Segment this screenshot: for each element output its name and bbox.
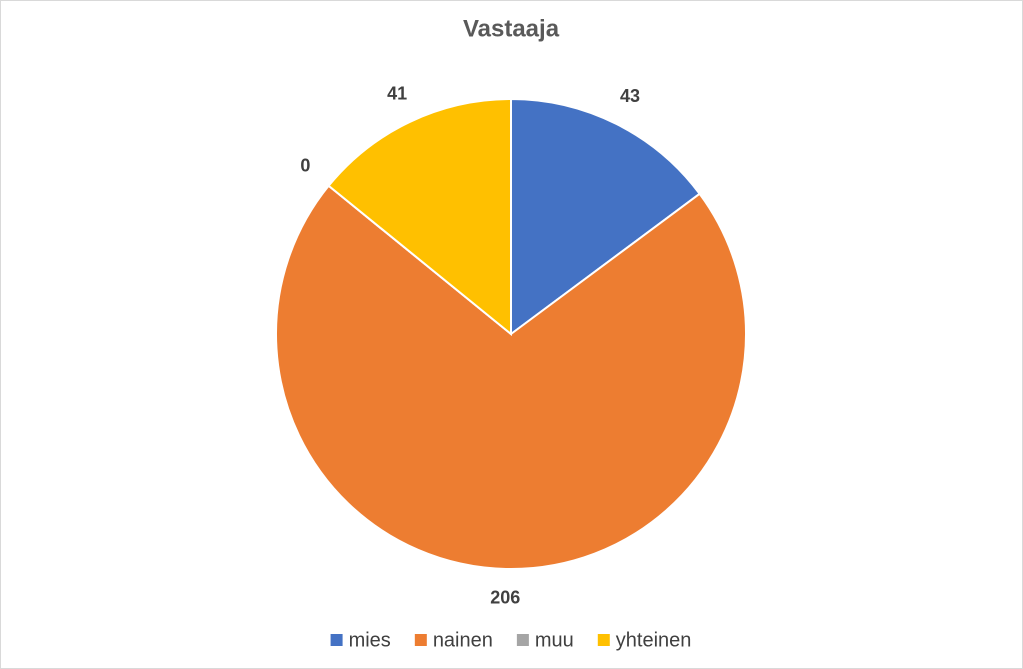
legend-label: muu [535, 629, 574, 651]
data-label: 43 [620, 86, 640, 106]
legend-label: nainen [433, 629, 493, 651]
legend-label: mies [349, 629, 391, 651]
legend-swatch [330, 634, 343, 646]
chart-title: Vastaaja [463, 15, 560, 42]
data-label: 206 [490, 588, 520, 608]
pie-slice [275, 184, 747, 570]
pie-slice [327, 97, 512, 337]
pie-slice [510, 97, 702, 336]
legend-swatch [414, 634, 427, 646]
data-label: 41 [387, 83, 407, 103]
legend-swatch [597, 634, 610, 646]
legend-label: yhteinen [616, 629, 692, 651]
data-label: 0 [300, 156, 310, 176]
legend-swatch [516, 634, 529, 646]
